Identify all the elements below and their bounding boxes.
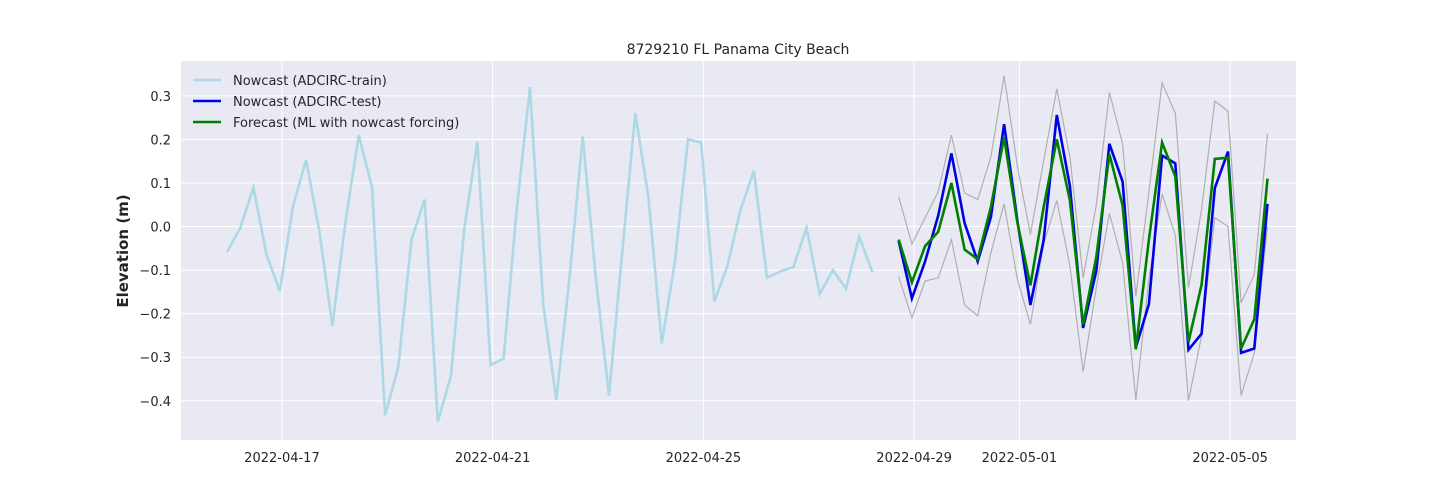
- chart-title: 8729210 FL Panama City Beach: [627, 42, 850, 58]
- x-tick-label: 2022-04-21: [455, 451, 531, 466]
- y-tick-label: −0.1: [139, 264, 171, 279]
- x-tick-label: 2022-04-17: [244, 451, 320, 466]
- y-tick-label: −0.3: [139, 351, 171, 366]
- y-axis-label: Elevation (m): [114, 194, 132, 307]
- y-tick-label: −0.4: [139, 395, 171, 410]
- series-line-1: [897, 114, 1269, 355]
- y-tick-label: 0.3: [150, 90, 171, 105]
- y-tick-label: 0.2: [150, 133, 171, 148]
- x-tick-label: 2022-04-25: [666, 451, 742, 466]
- legend-label: Nowcast (ADCIRC-test): [233, 95, 382, 110]
- y-tick-labels: 0.3 0.2 0.1 0.0 −0.1 −0.2 −0.3 −0.4: [139, 90, 171, 410]
- y-tick-label: 0.0: [150, 221, 171, 236]
- plot-area: [181, 61, 1296, 440]
- x-tick-labels: 2022-04-17 2022-04-21 2022-04-25 2022-04-29…: [244, 451, 1268, 466]
- series-line-0: [225, 86, 874, 423]
- legend: Nowcast (ADCIRC-train) Nowcast (ADCIRC-te…: [193, 74, 459, 131]
- y-tick-label: 0.1: [150, 177, 171, 192]
- series-line-2: [897, 136, 1269, 350]
- x-tick-label: 2022-05-05: [1192, 451, 1268, 466]
- y-tick-label: −0.2: [139, 308, 171, 323]
- x-tick-label: 2022-04-29: [876, 451, 952, 466]
- x-tick-label: 2022-05-01: [982, 451, 1058, 466]
- legend-label: Forecast (ML with nowcast forcing): [233, 116, 459, 131]
- legend-label: Nowcast (ADCIRC-train): [233, 74, 387, 89]
- series-layer: [225, 75, 1269, 423]
- upper-band-line: [898, 75, 1269, 304]
